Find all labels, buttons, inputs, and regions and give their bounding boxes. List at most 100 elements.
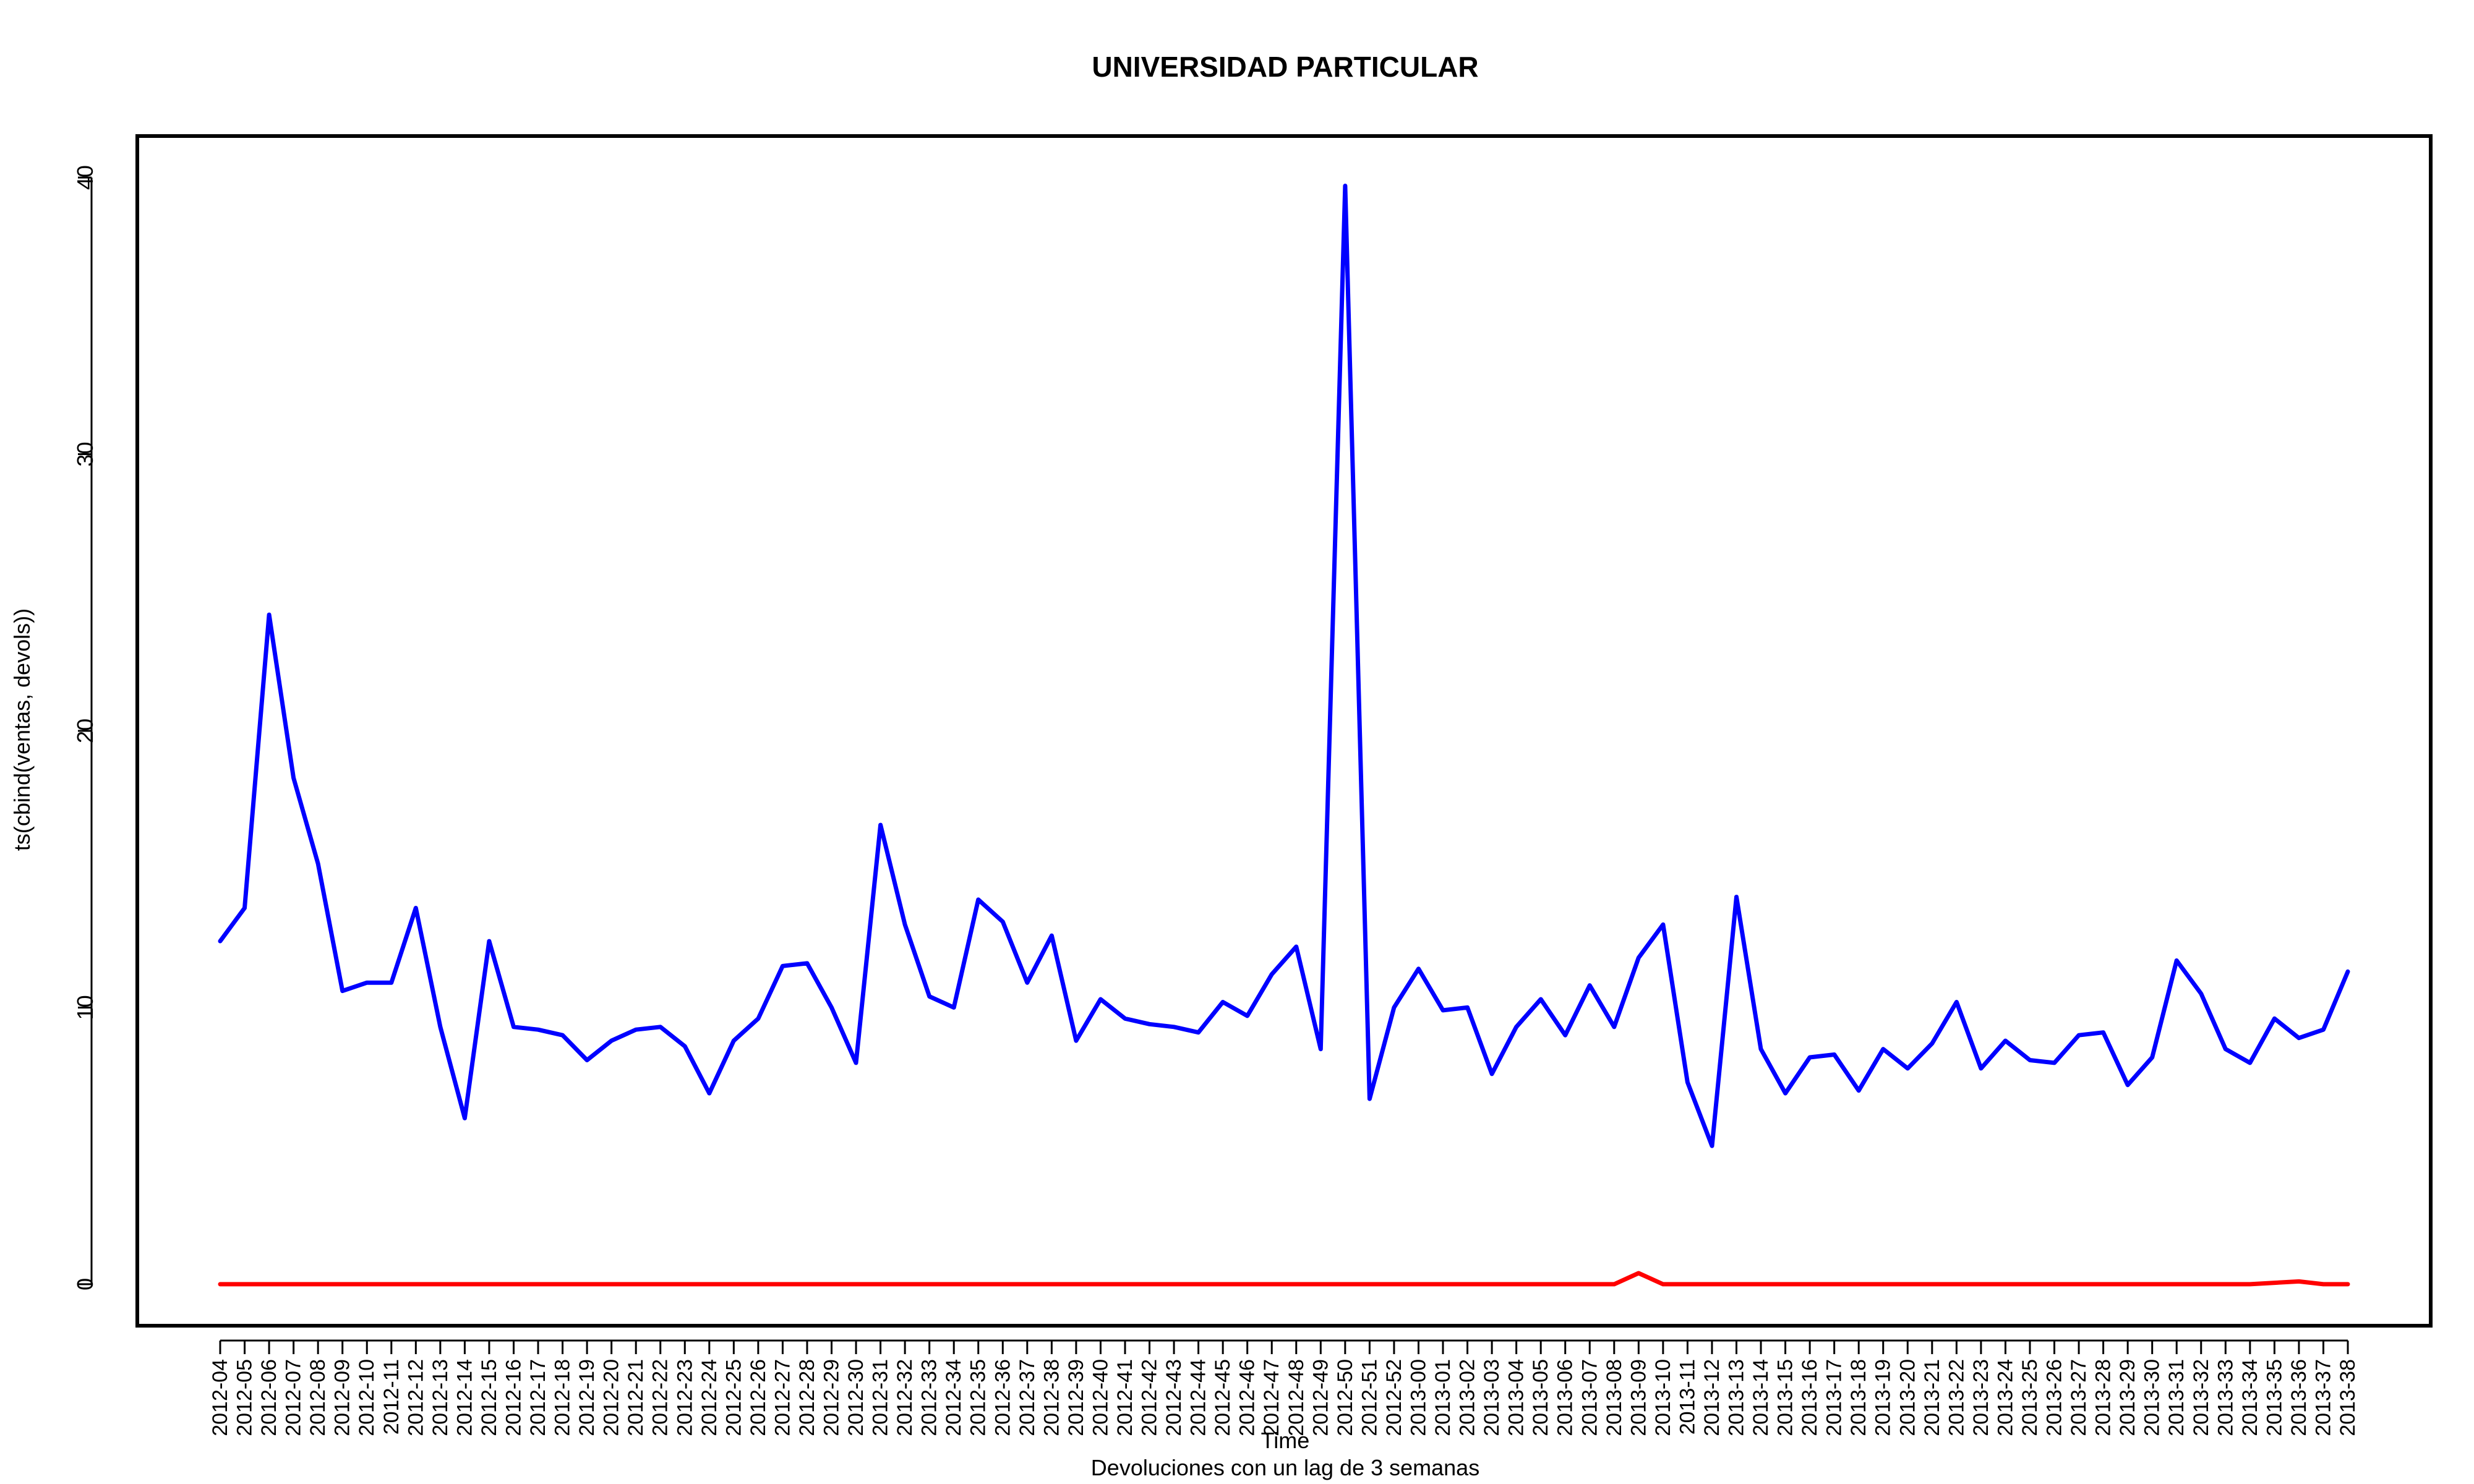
x-tick-label: 2012-23 [673,1359,696,1436]
x-tick-label: 2013-37 [2311,1359,2335,1436]
x-tick-label: 2013-21 [1920,1359,1944,1436]
x-tick-label: 2012-52 [1382,1359,1406,1436]
x-tick-label: 2013-06 [1554,1359,1577,1436]
x-tick-label: 2013-31 [2165,1359,2188,1436]
x-tick-label: 2012-27 [771,1359,794,1436]
y-tick-label: 40 [72,165,98,190]
x-tick-label: 2012-38 [1040,1359,1063,1436]
x-tick-label: 2012-11 [380,1359,403,1435]
y-axis: 0 10 20 30 40 [72,165,98,1290]
x-tick-label: 2012-07 [282,1359,306,1436]
x-tick-label: 2013-07 [1578,1359,1601,1436]
x-tick-label: 2012-24 [698,1359,721,1436]
x-tick-label: 2012-43 [1162,1359,1186,1436]
x-tick-label: 2013-35 [2262,1359,2286,1436]
x-tick-label: 2012-21 [624,1359,648,1436]
y-axis-label: ts(cbind(ventas, devols)) [9,608,35,851]
x-tick-label: 2012-26 [747,1359,770,1436]
x-tick-label: 2012-13 [429,1359,452,1436]
x-tick-label: 2012-06 [257,1359,281,1436]
x-tick-label: 2012-37 [1016,1359,1039,1436]
x-tick-label: 2012-15 [477,1359,501,1436]
x-tick-label: 2012-33 [918,1359,941,1436]
x-tick-label: 2013-24 [1993,1359,2017,1436]
x-tick-label: 2013-04 [1505,1359,1528,1436]
x-tick-label: 2012-05 [233,1359,257,1436]
x-tick-label: 2013-29 [2116,1359,2139,1436]
x-tick-label: 2012-31 [869,1359,892,1436]
x-tick-label: 2012-18 [551,1359,575,1436]
series-layer [218,184,2350,1287]
x-tick-label: 2013-01 [1431,1359,1455,1436]
series-1-line [218,184,2350,1148]
x-tick-label: 2012-40 [1089,1359,1112,1436]
y-tick-label: 30 [72,442,98,467]
x-tick-label: 2013-34 [2238,1359,2262,1436]
x-tick-label: 2012-32 [893,1359,917,1436]
chart-subtitle: Devoluciones con un lag de 3 semanas [1091,1455,1479,1480]
x-tick-label: 2012-35 [967,1359,990,1436]
x-tick-label: 2012-14 [453,1359,476,1436]
x-axis: 2012-04 2012-05 2012-06 2012-07 2012-08 2012-… [208,1339,2360,1436]
x-tick-label: 2013-18 [1847,1359,1870,1436]
chart-title: UNIVERSIDAD PARTICULAR [1092,51,1478,83]
x-tick-label: 2013-00 [1406,1359,1430,1436]
x-tick-label: 2013-16 [1798,1359,1821,1436]
x-tick-label: 2012-46 [1236,1359,1259,1436]
x-tick-label: 2012-42 [1138,1359,1162,1436]
x-tick-label: 2013-05 [1529,1359,1552,1436]
x-tick-label: 2013-23 [1969,1359,1993,1436]
x-tick-label: 2012-25 [722,1359,745,1436]
x-tick-label: 2013-26 [2043,1359,2066,1436]
y-tick-label: 0 [72,1278,98,1290]
x-tick-label: 2013-15 [1774,1359,1797,1436]
x-tick-label: 2013-38 [2336,1359,2360,1436]
x-tick-label: 2013-32 [2189,1359,2213,1436]
x-tick-label: 2013-19 [1872,1359,1895,1436]
x-tick-label: 2012-12 [404,1359,427,1436]
x-tick-label: 2012-29 [820,1359,844,1436]
plot-frame [135,134,2433,1328]
x-tick-label: 2012-34 [942,1359,965,1436]
x-tick-label: 2012-36 [991,1359,1014,1436]
x-tick-label: 2012-39 [1064,1359,1088,1436]
x-tick-label: 2012-49 [1309,1359,1332,1436]
x-tick-label: 2013-22 [1945,1359,1968,1436]
series-1 [218,184,2350,1148]
x-tick-label: 2012-41 [1113,1359,1137,1436]
x-tick-label: 2013-20 [1896,1359,1919,1436]
x-tick-label: 2013-33 [2214,1359,2237,1436]
y-tick-label: 10 [72,995,98,1020]
y-tick-label: 20 [72,719,98,743]
x-tick-label: 2012-30 [844,1359,868,1436]
x-tick-label: 2013-14 [1749,1359,1773,1436]
x-axis-label: Time [1261,1428,1310,1453]
x-tick-label: 2012-50 [1333,1359,1357,1436]
x-tick-label: 2013-03 [1480,1359,1504,1436]
x-tick-label: 2013-36 [2287,1359,2311,1436]
x-tick-label: 2012-22 [649,1359,672,1436]
x-tick-label: 2012-51 [1358,1359,1381,1436]
x-tick-label: 2013-27 [2067,1359,2091,1436]
x-tick-label: 2013-09 [1627,1359,1650,1436]
series-2 [218,1271,2350,1287]
x-tick-label: 2013-11 [1676,1359,1699,1435]
x-tick-label: 2012-19 [575,1359,599,1436]
x-tick-label: 2013-25 [2018,1359,2042,1436]
series-2-line [218,1271,2350,1287]
x-tick-label: 2013-13 [1724,1359,1748,1436]
x-tick-label: 2013-28 [2092,1359,2115,1436]
x-tick-label: 2012-45 [1211,1359,1235,1436]
x-tick-label: 2012-09 [331,1359,354,1436]
x-tick-label: 2012-17 [526,1359,550,1436]
x-tick-label: 2013-02 [1456,1359,1479,1436]
x-tick-label: 2012-10 [355,1359,379,1436]
x-tick-label: 2012-44 [1187,1359,1210,1436]
x-tick-label: 2012-28 [795,1359,819,1436]
x-tick-label: 2012-47 [1260,1359,1283,1436]
x-tick-label: 2013-17 [1823,1359,1846,1436]
x-tick-label: 2012-20 [600,1359,623,1436]
x-tick-label: 2013-12 [1700,1359,1724,1436]
x-tick-label: 2012-16 [502,1359,525,1436]
